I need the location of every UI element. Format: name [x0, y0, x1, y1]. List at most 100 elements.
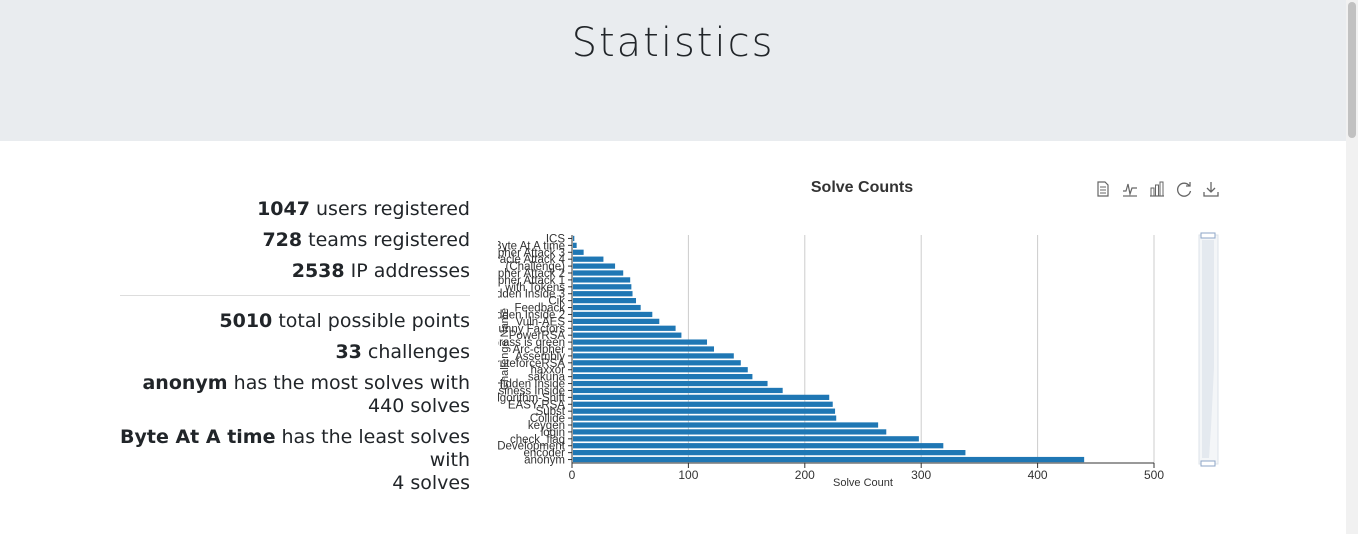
least-solved-count: 4 solves	[392, 472, 470, 494]
x-tick-label: 0	[569, 468, 576, 482]
y-tick-label: ICS	[546, 233, 566, 245]
zoom-handle-bottom	[1200, 460, 1216, 467]
chart-toolbox	[1094, 180, 1220, 198]
x-tick-label: 500	[1144, 468, 1164, 482]
y-tick-label: haxxor	[530, 365, 565, 377]
ip-stat: 2538 IP addresses	[120, 260, 470, 283]
most-solved-text: has the most solves with	[227, 372, 470, 394]
page-title: Statistics	[571, 20, 775, 66]
page-header: Statistics	[0, 0, 1346, 141]
x-tick-label: 300	[911, 468, 931, 482]
teams-label: teams registered	[302, 229, 470, 251]
bar	[573, 353, 734, 359]
y-tick-label: Development	[498, 441, 566, 453]
bar	[573, 270, 624, 276]
x-axis-label: Solve Count	[833, 477, 893, 489]
bar	[573, 360, 741, 366]
least-solved-stat: Byte At A time has the least solves with…	[120, 426, 470, 495]
y-tick-label: Grass is green	[498, 337, 565, 349]
y-tick-label: login	[541, 427, 565, 439]
bar	[573, 401, 833, 407]
bar	[573, 277, 631, 283]
y-tick-label: Feedback	[514, 303, 565, 315]
y-tick-label: Collide	[530, 413, 565, 425]
y-tick-label: Assembly	[515, 351, 565, 363]
bar	[573, 367, 748, 373]
y-tick-label: Hidden Inside	[498, 379, 565, 391]
teams-stat: 728 teams registered	[120, 229, 470, 252]
y-tick-label: check_flag	[510, 434, 565, 446]
ip-count: 2538	[291, 260, 345, 282]
bar	[573, 235, 575, 242]
least-solved-text: has the least solves with	[275, 426, 471, 471]
y-tick-label: (Challenge)	[506, 261, 566, 273]
bar	[573, 450, 966, 456]
y-tick-label: BruteforceRSA	[498, 358, 565, 370]
zoom-slider-shadow	[1202, 240, 1214, 458]
y-tick-label: sakuna	[528, 372, 566, 384]
points-count: 5010	[219, 310, 273, 332]
bar	[573, 339, 708, 345]
bar	[573, 436, 919, 442]
bar	[573, 332, 682, 338]
y-tick-label: Business Inside	[498, 385, 565, 397]
ip-label: IP addresses	[344, 260, 470, 282]
y-tick-label: PowerRSA	[509, 330, 566, 342]
bar	[573, 394, 830, 400]
chart-title: Solve Counts	[811, 179, 913, 196]
bar-chart-icon[interactable]	[1148, 180, 1166, 198]
bar	[573, 325, 676, 331]
y-tick-label: Algorithm-Shift	[498, 392, 566, 404]
stats-panel: 1047 users registered 728 teams register…	[120, 198, 470, 503]
y-tick-label: Vuln-AES	[516, 316, 566, 328]
bar	[573, 443, 944, 449]
y-tick-label: Hidden Inside 2	[498, 309, 565, 321]
users-label: users registered	[309, 198, 470, 220]
chart-svg: Solve Counts 0 100 200 300 400 500 Solve Count C…	[442, 179, 1219, 489]
scrollbar-thumb[interactable]	[1348, 2, 1356, 138]
y-tick-label: Cipher Attack 2	[498, 268, 565, 280]
bar	[573, 249, 584, 255]
solve-counts-chart: Solve Counts 0 100 200 300 400 500 Solve Count C…	[442, 168, 1238, 508]
points-stat: 5010 total possible points	[120, 310, 470, 333]
challenges-stat: 33 challenges	[120, 341, 470, 364]
line-chart-icon[interactable]	[1121, 180, 1139, 198]
y-tick-label: Cik	[548, 296, 565, 308]
y-tick-label: Cipher Attack 1	[498, 275, 565, 287]
bar	[573, 415, 837, 421]
y-tick-label: with Tokens	[504, 282, 565, 294]
bar	[573, 263, 616, 269]
bar	[573, 256, 604, 262]
bar	[573, 429, 887, 435]
most-solved-stat: anonym has the most solves with 440 solve…	[120, 372, 470, 418]
bar	[573, 242, 577, 248]
bar	[573, 304, 641, 311]
bar	[573, 318, 660, 324]
y-tick-label: Arc-cipher	[513, 344, 566, 356]
divider	[120, 295, 470, 296]
bar	[573, 346, 715, 352]
most-solved-name: anonym	[142, 372, 228, 394]
bar	[573, 456, 1085, 463]
bar	[573, 408, 836, 414]
restore-icon[interactable]	[1175, 180, 1193, 198]
challenges-label: challenges	[361, 341, 470, 363]
data-view-icon[interactable]	[1094, 180, 1112, 198]
y-tick-label: Cipher Attack 3	[498, 247, 565, 259]
bar	[573, 311, 653, 318]
save-image-icon[interactable]	[1202, 180, 1220, 198]
least-solved-name: Byte At A time	[120, 426, 276, 448]
x-tick-label: 200	[795, 468, 815, 482]
scrollbar[interactable]	[1346, 0, 1358, 534]
bar	[573, 422, 879, 428]
challenges-count: 33	[335, 341, 362, 363]
y-tick-label: anonym	[524, 455, 565, 467]
users-stat: 1047 users registered	[120, 198, 470, 221]
y-tick-label: EASY-RSA	[508, 399, 565, 411]
most-solved-count: 440 solves	[368, 395, 470, 417]
points-label: total possible points	[272, 310, 470, 332]
bar	[573, 291, 633, 297]
x-tick-label: 100	[678, 468, 698, 482]
y-tick-label: Hidden Inside 3	[498, 289, 565, 301]
y-tick-label: Subst	[536, 406, 566, 418]
